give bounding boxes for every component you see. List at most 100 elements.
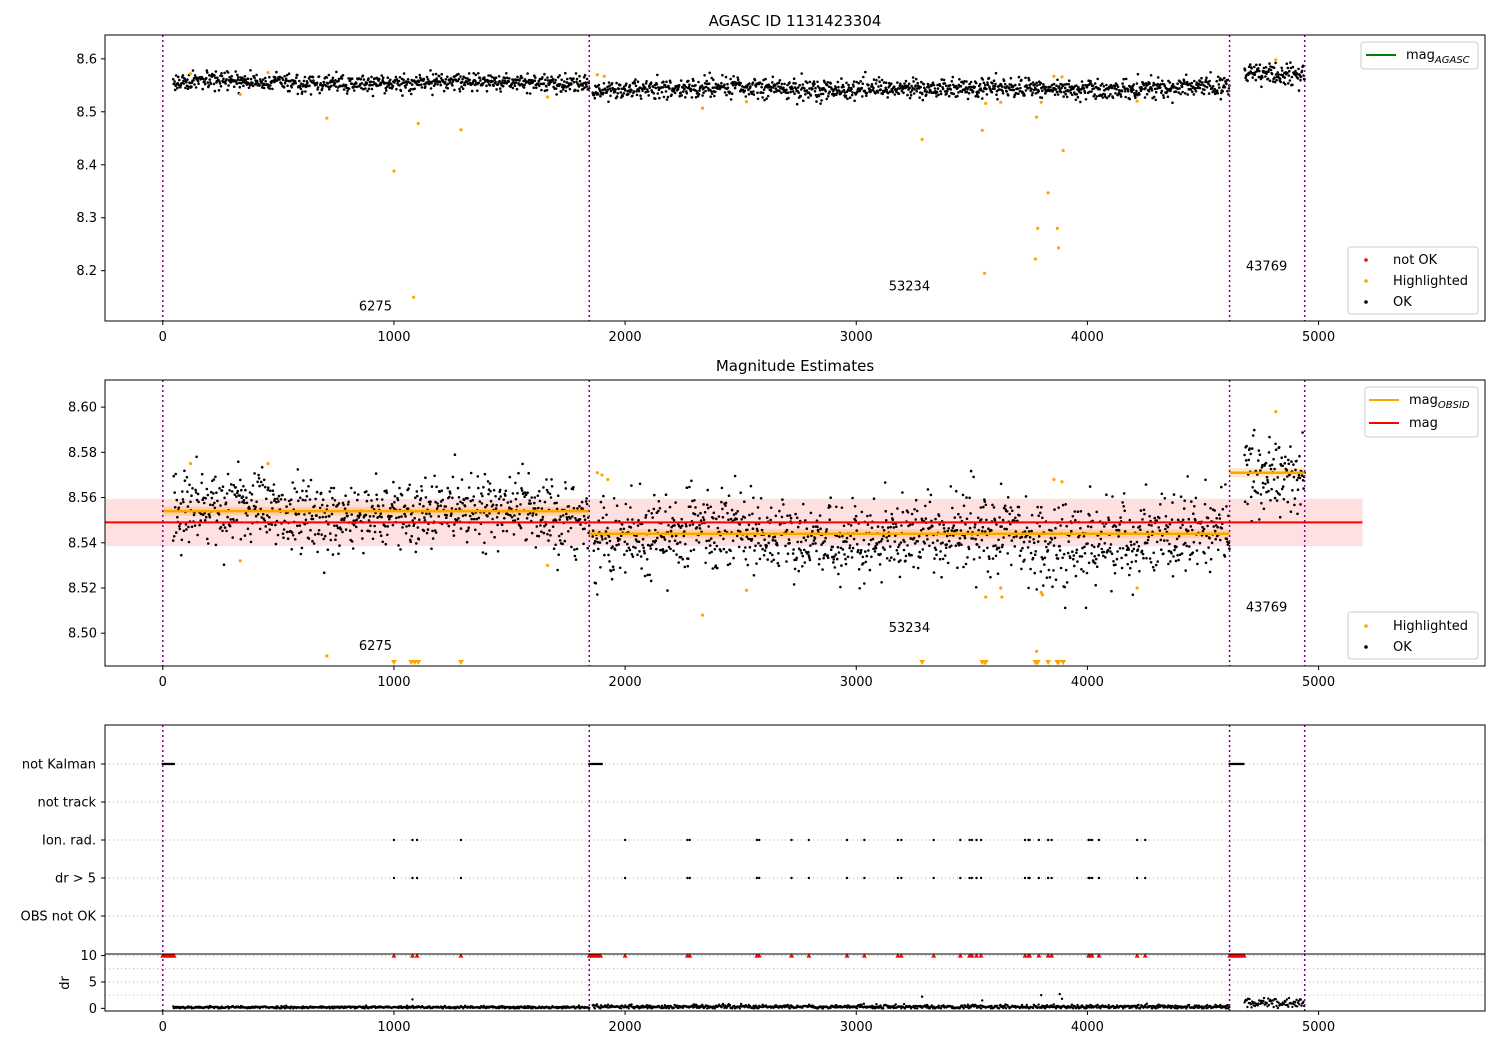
ok-point <box>752 93 756 96</box>
ok-point <box>1213 529 1217 533</box>
ok-point <box>1265 490 1268 494</box>
ok-point <box>581 507 584 511</box>
ok-point <box>398 486 401 490</box>
ok-point <box>290 86 294 89</box>
ok-point <box>376 516 379 519</box>
ok-point <box>1128 97 1132 101</box>
ok-point <box>1031 81 1035 84</box>
ok-point <box>298 524 302 527</box>
ok-point <box>1225 537 1229 541</box>
ok-point <box>1088 90 1091 94</box>
ok-point <box>719 549 723 553</box>
ok-point <box>609 569 613 573</box>
ok-point <box>986 83 990 86</box>
ok-point <box>1123 509 1126 513</box>
ok-point <box>546 532 549 536</box>
ok-point <box>1260 466 1264 469</box>
ok-point <box>239 478 242 482</box>
ok-point <box>479 79 482 82</box>
flag-point <box>1050 876 1053 880</box>
ok-point <box>457 517 460 520</box>
ok-point <box>327 522 330 526</box>
ok-point <box>1130 543 1133 547</box>
ok-point <box>691 523 695 526</box>
ok-point <box>1192 93 1196 96</box>
ok-point <box>805 527 809 530</box>
ok-point <box>1274 442 1277 446</box>
ok-point <box>544 78 547 82</box>
ok-point <box>1255 63 1258 67</box>
ok-point <box>472 495 476 498</box>
y-tick-label: 8.4 <box>76 158 97 173</box>
ok-point <box>691 499 694 503</box>
ok-point <box>765 516 769 519</box>
ok-point <box>336 503 339 507</box>
ok-point <box>988 557 991 561</box>
ok-point <box>339 528 343 531</box>
ok-point <box>996 97 999 101</box>
ok-point <box>1049 85 1052 89</box>
ok-point <box>664 510 667 513</box>
ok-point <box>1190 81 1194 85</box>
ok-point <box>304 499 307 502</box>
ok-point <box>539 82 543 86</box>
ok-point <box>1088 485 1092 488</box>
ok-point <box>503 79 507 82</box>
panel1-frame <box>104 34 1486 322</box>
ok-point <box>687 85 691 89</box>
ok-point <box>1286 66 1290 70</box>
ok-point <box>583 73 587 77</box>
ok-point <box>575 77 579 81</box>
ok-point <box>831 92 835 95</box>
ok-point <box>320 87 324 91</box>
ok-point <box>1152 551 1155 555</box>
ok-point <box>321 498 325 502</box>
ok-point <box>1063 83 1066 86</box>
ok-point <box>498 79 502 83</box>
ok-point <box>851 496 854 500</box>
ok-point <box>778 89 781 93</box>
ok-point <box>583 527 586 531</box>
ok-point <box>774 87 778 90</box>
ok-point <box>1168 81 1172 84</box>
ok-point <box>969 80 973 84</box>
ok-point <box>624 502 628 506</box>
ok-point <box>405 525 408 528</box>
ok-point <box>1123 530 1127 533</box>
ok-point <box>333 524 336 527</box>
ok-point <box>445 514 449 517</box>
ok-point <box>813 82 816 86</box>
ok-point <box>726 511 729 515</box>
ok-point <box>803 561 807 564</box>
ok-point <box>630 484 633 487</box>
ok-point <box>274 76 277 79</box>
flag-point <box>1135 876 1139 880</box>
ok-point <box>1018 83 1021 86</box>
ok-point <box>1085 86 1089 89</box>
x-tick-label: 3000 <box>840 330 873 345</box>
ok-point <box>504 489 508 493</box>
ok-point <box>768 551 772 555</box>
ok-point <box>1144 86 1147 90</box>
ok-point <box>304 85 308 89</box>
ok-point <box>962 504 966 508</box>
ok-point <box>449 81 452 84</box>
ok-point <box>1212 525 1215 528</box>
ok-point <box>268 516 271 519</box>
ok-point <box>885 88 888 92</box>
ok-point <box>420 489 424 492</box>
ok-point <box>924 517 928 520</box>
flag-point <box>1028 838 1031 842</box>
ok-point <box>496 550 500 553</box>
ok-point <box>1269 499 1272 502</box>
ok-point <box>975 543 979 546</box>
ok-point <box>227 84 230 87</box>
ok-point <box>744 95 748 98</box>
ok-point <box>465 540 469 544</box>
ok-point <box>771 538 775 542</box>
ok-point <box>1151 565 1155 569</box>
ok-point <box>251 84 255 88</box>
ok-point <box>1196 86 1200 90</box>
ok-point <box>488 84 492 87</box>
ok-point <box>1109 543 1113 546</box>
